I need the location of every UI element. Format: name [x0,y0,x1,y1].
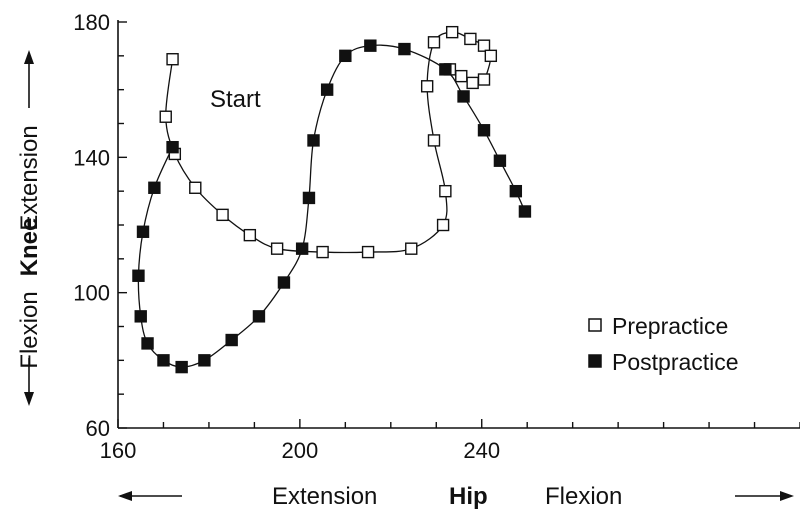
prepractice-point [436,218,450,232]
y-axis-labels: Extension Knee Flexion [16,50,43,406]
x-tick-label: 240 [463,438,500,463]
y-tick-label: 180 [73,10,110,35]
legend: Prepractice Postpractice [588,313,739,375]
postpractice-point [132,269,145,282]
prepractice-point [439,184,452,198]
postpractice-point [277,276,291,289]
y-tick-label: 100 [73,281,110,306]
axes-layer [117,20,800,429]
postpractice-point [307,134,320,147]
y-axis-top-label: Extension [16,125,43,230]
postpractice-point [302,191,316,205]
postpractice-point [136,225,150,238]
postpractice-point [320,83,334,96]
y-up-arrowhead [24,50,34,64]
prepractice-point [159,110,172,123]
prepractice-point [455,69,468,83]
prepractice-point [316,245,329,259]
prepractice-point [270,242,284,255]
postpractice-point [518,205,532,218]
postpractice-point [225,333,238,347]
prepractice-point [484,49,498,63]
prepractice-point [405,242,418,255]
y-axis-label: Knee [16,218,43,277]
prepractice-point [427,36,441,49]
postpractice-point [398,42,411,56]
prepractice-point [445,25,459,39]
x-axis-label: Hip [449,483,488,510]
postpractice-point [157,354,170,367]
markers-layer [132,25,532,374]
postpractice-point [477,124,491,137]
postpractice-point [166,140,179,154]
legend-prepractice-marker [588,318,602,332]
prepractice-point [243,228,257,242]
x-axis-left-label: Extension [272,483,377,510]
postpractice-point [252,310,266,323]
y-tick-label: 140 [73,145,110,170]
prepractice-point [189,181,202,194]
prepractice-point [166,53,179,66]
postpractice-point [439,63,452,76]
postpractice-point [175,360,188,374]
postpractice-point [339,49,352,63]
legend-postpractice-marker [588,354,602,368]
postpractice-point [493,154,507,167]
y-down-arrowhead [24,392,34,406]
x-axis-labels: Extension Hip Flexion [118,483,794,510]
postpractice-point [148,181,161,194]
prepractice-point [466,76,479,90]
x-tick-label: 160 [100,438,137,463]
x-tick-label: 200 [282,438,319,463]
ticks-layer: 160 200 240 60 100 140 180 [73,10,800,463]
start-annotation: Start [210,86,261,113]
y-tick-label: 60 [86,416,110,441]
postpractice-point [295,242,309,255]
x-axis-right-label: Flexion [545,483,622,510]
postpractice-point [509,184,523,198]
prepractice-point [477,39,491,52]
legend-postpractice-label: Postpractice [612,349,739,375]
prepractice-point [420,80,434,93]
prepractice-point [427,134,441,147]
prepractice-point [216,208,229,222]
prepractice-point [477,73,491,86]
prepractice-point [361,245,375,259]
postpractice-point [457,90,470,103]
postpractice-point [364,39,377,52]
legend-prepractice-label: Prepractice [612,313,728,339]
postpractice-point [141,337,154,350]
postpractice-point [134,310,147,323]
postpractice-point [198,354,211,367]
x-left-arrowhead [118,491,132,501]
x-right-arrowhead [780,491,794,501]
y-axis-bottom-label: Flexion [16,291,43,368]
prepractice-point [464,32,477,46]
